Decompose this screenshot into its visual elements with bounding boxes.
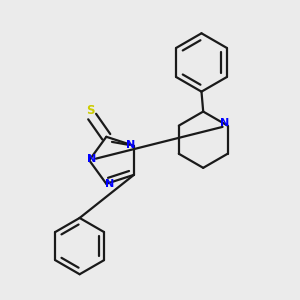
Text: N: N: [87, 154, 97, 164]
Text: N: N: [126, 140, 135, 150]
Text: N: N: [105, 179, 114, 190]
Text: N: N: [220, 118, 230, 128]
Text: S: S: [86, 104, 95, 117]
